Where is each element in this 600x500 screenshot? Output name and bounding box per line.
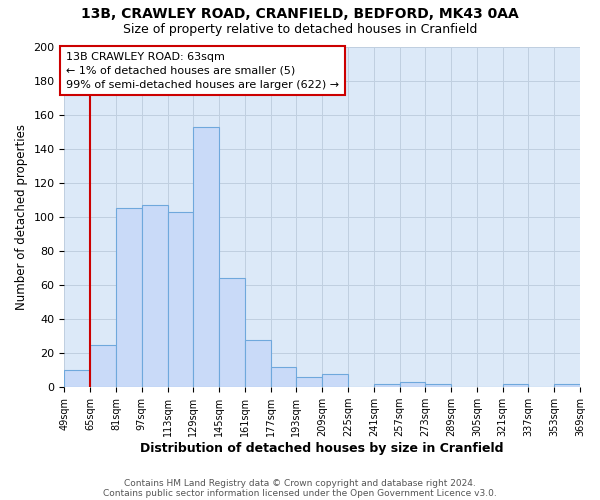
Bar xyxy=(116,208,142,387)
Text: 13B, CRAWLEY ROAD, CRANFIELD, BEDFORD, MK43 0AA: 13B, CRAWLEY ROAD, CRANFIELD, BEDFORD, M… xyxy=(81,8,519,22)
Bar xyxy=(142,205,167,387)
Bar xyxy=(90,344,116,387)
Bar xyxy=(425,384,451,387)
Bar xyxy=(503,384,529,387)
Bar xyxy=(374,384,400,387)
Bar xyxy=(322,374,348,387)
Text: 13B CRAWLEY ROAD: 63sqm
← 1% of detached houses are smaller (5)
99% of semi-deta: 13B CRAWLEY ROAD: 63sqm ← 1% of detached… xyxy=(66,52,339,90)
Bar xyxy=(219,278,245,387)
Y-axis label: Number of detached properties: Number of detached properties xyxy=(15,124,28,310)
Bar xyxy=(64,370,90,387)
Text: Contains HM Land Registry data © Crown copyright and database right 2024.: Contains HM Land Registry data © Crown c… xyxy=(124,478,476,488)
Text: Contains public sector information licensed under the Open Government Licence v3: Contains public sector information licen… xyxy=(103,488,497,498)
Bar xyxy=(193,126,219,387)
Bar xyxy=(167,212,193,387)
X-axis label: Distribution of detached houses by size in Cranfield: Distribution of detached houses by size … xyxy=(140,442,504,455)
Text: Size of property relative to detached houses in Cranfield: Size of property relative to detached ho… xyxy=(123,22,477,36)
Bar xyxy=(554,384,580,387)
Bar xyxy=(296,377,322,387)
Bar xyxy=(271,367,296,387)
Bar xyxy=(400,382,425,387)
Bar xyxy=(245,340,271,387)
